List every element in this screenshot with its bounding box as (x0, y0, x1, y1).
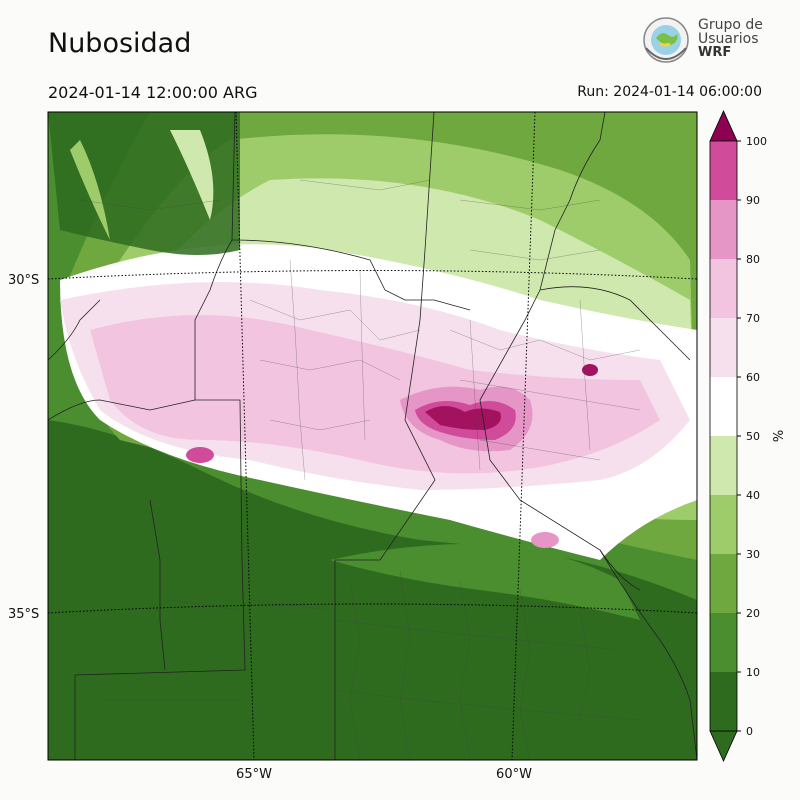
colorbar: 0 10 20 30 40 50 60 70 80 90 100 (709, 110, 767, 762)
colorbar-tick-label: 50 (746, 430, 760, 443)
colorbar-tick-label: 10 (746, 666, 760, 679)
valid-time: 2024-01-14 12:00:00 ARG (48, 83, 258, 102)
colorbar-extend-high (709, 110, 738, 142)
colorbar-tick-label: 70 (746, 312, 760, 325)
colorbar-tick-label: 100 (746, 135, 767, 148)
run-time: Run: 2024-01-14 06:00:00 (577, 84, 762, 100)
lon-label-65w: 65°W (236, 767, 272, 782)
department-borders (79, 179, 641, 760)
logo: Grupo de Usuarios WRF (638, 17, 768, 70)
province-borders (48, 112, 697, 760)
colorbar-tick-label: 80 (746, 253, 760, 266)
logo-line-1: Grupo de (698, 17, 763, 33)
colorbar-segment (710, 436, 737, 495)
colorbar-segment (710, 554, 737, 613)
colorbar-tick-label: 90 (746, 194, 760, 207)
lon-label-60w: 60°W (496, 767, 532, 782)
colorbar-tick-label: 40 (746, 489, 760, 502)
colorbar-segment (710, 259, 737, 318)
colorbar-segment (710, 613, 737, 672)
map-frame (47, 111, 698, 761)
map-title: Nubosidad (48, 28, 192, 59)
logo-line-3: WRF (698, 45, 732, 60)
colorbar-extend-low (709, 730, 738, 762)
colorbar-tick-label: 0 (746, 725, 753, 738)
lat-label-30s: 30°S (8, 273, 39, 288)
lat-label-35s: 35°S (8, 607, 39, 622)
colorbar-tick-label: 30 (746, 548, 760, 561)
colorbar-segment (710, 672, 737, 731)
colorbar-segment (710, 495, 737, 554)
colorbar-segment (710, 377, 737, 436)
colorbar-segment (710, 141, 737, 200)
logo-line-2: Usuarios (698, 31, 759, 47)
graticule (48, 112, 697, 760)
colorbar-segment (710, 200, 737, 259)
colorbar-tick-label: 60 (746, 371, 760, 384)
colorbar-tick-label: 20 (746, 607, 760, 620)
globe-emblem-icon (643, 17, 689, 63)
colorbar-unit: % (772, 430, 787, 442)
colorbar-segment (710, 318, 737, 377)
